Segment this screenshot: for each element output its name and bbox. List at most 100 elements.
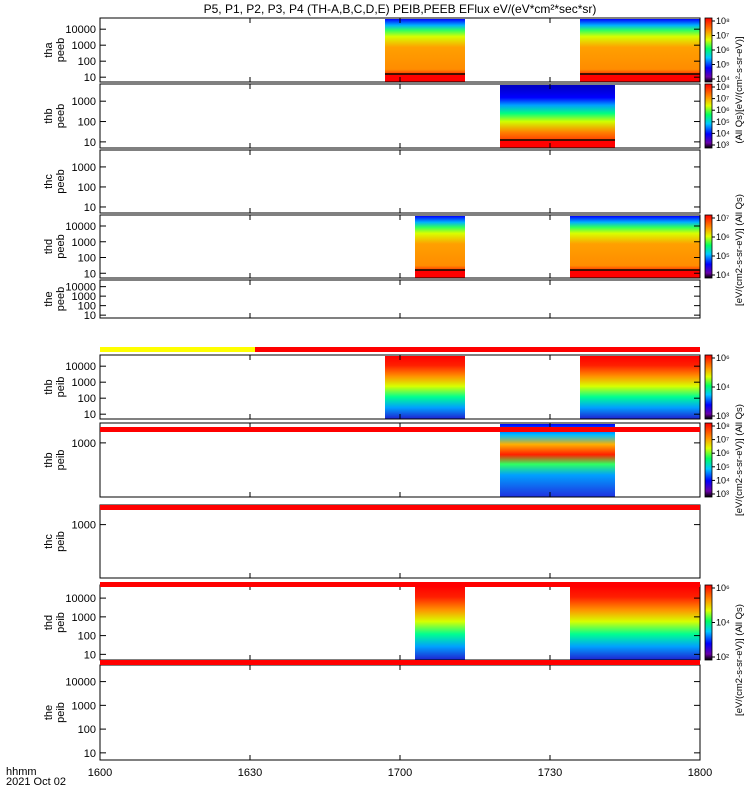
colorbar-tick-label: 10⁵: [716, 117, 730, 127]
xaxis-label-hhmm: hhmm: [6, 766, 37, 778]
colorbar-tick-label: 10⁶: [716, 583, 730, 593]
x-tick-label: 1630: [238, 767, 262, 779]
colorbar-tick-label: 10⁶: [716, 448, 730, 458]
y-tick-label: 10000: [65, 221, 96, 233]
y-tick-label: 100: [78, 393, 96, 405]
y-tick-label: 10000: [65, 24, 96, 36]
colorbar-tick-label: 10⁴: [716, 475, 730, 485]
colorbar-tick-label: 10⁸: [716, 16, 730, 26]
y-tick-label: 100: [78, 182, 96, 194]
panel-ylabel: thd: [43, 239, 55, 254]
y-tick-label: 10: [84, 409, 96, 421]
colorbar-tick-label: 10⁸: [716, 421, 730, 431]
colorbar-scale: [704, 83, 713, 149]
page-title: P5, P1, P2, P3, P4 (TH-A,B,C,D,E) PEIB,P…: [203, 2, 597, 16]
y-tick-label: 10000: [65, 593, 96, 605]
y-tick-label: 100: [78, 117, 96, 129]
spectrogram-panel-8: 1000 thc peib: [43, 504, 701, 579]
spectrogram-segment: [415, 586, 465, 660]
colorbar-tick-label: 10⁵: [716, 462, 730, 472]
panel-frame: [99, 664, 701, 761]
y-tick-label: 10000: [65, 677, 96, 689]
panel-ylabel: peeb: [55, 234, 67, 258]
low-energy-band: [500, 141, 615, 147]
spectrogram-segment: [385, 356, 465, 419]
panel-ylabel: peib: [55, 531, 67, 552]
spectrogram-segment: [385, 19, 465, 82]
colorbar-scale: [704, 422, 713, 498]
low-energy-band: [570, 271, 700, 277]
y-tick-label: 10: [84, 268, 96, 280]
quality-flag-bar-2: [100, 427, 700, 432]
quality-flag-bar-3: [100, 505, 700, 510]
panel-ylabel: the: [43, 291, 55, 306]
y-tick-label: 1000: [72, 520, 96, 532]
y-tick-label: 10: [84, 72, 96, 84]
y-tick-label: 100: [78, 56, 96, 68]
panel-ylabel: tha: [43, 41, 55, 57]
spectrogram-segment: [570, 586, 700, 660]
panel-ylabel: peeb: [55, 104, 67, 128]
spectrogram-segment: [500, 85, 615, 148]
panel-ylabel: peib: [55, 612, 67, 633]
colorbar-tick-label: 10⁶: [716, 353, 730, 363]
quality-flag-bar-1: [100, 347, 700, 352]
colorbar-scale: [704, 214, 713, 279]
low-energy-band: [385, 75, 465, 81]
x-tick-label: 1600: [88, 767, 112, 779]
y-tick-label: 1000: [72, 438, 96, 450]
flag-segment-red: [100, 582, 700, 587]
y-tick-label: 1000: [72, 40, 96, 52]
spectrogram-panel-3: 10 100 1000 thc peeb: [43, 149, 701, 214]
panel-frame: [99, 279, 701, 319]
spectrogram-segment: [570, 216, 700, 278]
colorbar-scale: [704, 584, 713, 661]
spectrogram-segment: [580, 19, 700, 82]
x-tick-label: 1730: [538, 767, 562, 779]
y-tick-label: 100: [78, 724, 96, 736]
y-tick-label: 1000: [72, 377, 96, 389]
panel-ylabel: peib: [55, 702, 67, 723]
colorbar-tick-label: 10⁷: [716, 435, 729, 445]
colorbar-scale: [704, 354, 713, 420]
y-tick-label: 1000: [72, 612, 96, 624]
colorbar-tick-label: 10⁷: [716, 31, 729, 41]
y-tick-label: 10: [84, 748, 96, 760]
y-tick-label: 1000: [72, 700, 96, 712]
low-energy-band: [415, 271, 465, 277]
colorbar-units-label: [eV/(cm2-s-sr-eV)] (All Qs): [734, 194, 745, 306]
colorbar-tick-label: 10⁵: [716, 251, 730, 261]
y-tick-label: 100: [78, 631, 96, 643]
y-tick-label: 1000: [72, 291, 96, 303]
x-tick-label: 1700: [388, 767, 412, 779]
flag-segment-red: [100, 427, 700, 432]
spectrogram-panel-4: 10 100 1000 10000 thd peeb 10⁴ 10⁵ 10⁶ 10⁷: [43, 213, 730, 280]
colorbar-tick-label: 10⁶: [716, 45, 730, 55]
panel-ylabel: peib: [55, 450, 67, 471]
colorbar-6: 10³ 10⁴ 10⁶: [704, 353, 730, 421]
panel-ylabel: thc: [43, 534, 55, 549]
colorbar-tick-label: 10⁴: [716, 74, 730, 84]
colorbar-tick-label: 10⁶: [716, 105, 730, 115]
quality-flag-bar-4: [100, 582, 700, 587]
y-tick-label: 10: [84, 137, 96, 149]
y-tick-label: 1000: [72, 96, 96, 108]
y-tick-label: 10: [84, 649, 96, 661]
colorbar-7: 10³ 10⁴ 10⁵ 10⁶ 10⁷ 10⁸: [704, 421, 730, 499]
x-tick-label: 1800: [688, 767, 712, 779]
colorbar-tick-label: 10⁶: [716, 232, 730, 242]
spectrogram-panel-6: 10 100 1000 10000 thb peib 10³ 10⁴ 10⁶: [43, 353, 730, 421]
colorbar-tick-label: 10³: [716, 489, 729, 499]
y-tick-label: 10: [84, 202, 96, 214]
colorbar-scale: [704, 17, 713, 83]
panel-frame: [99, 149, 701, 214]
colorbar-tick-label: 10⁷: [716, 213, 729, 223]
flag-segment-red: [255, 347, 700, 352]
colorbar-tick-label: 10⁴: [716, 128, 730, 138]
panel-ylabel: peeb: [55, 287, 67, 311]
y-tick-label: 10: [84, 310, 96, 322]
